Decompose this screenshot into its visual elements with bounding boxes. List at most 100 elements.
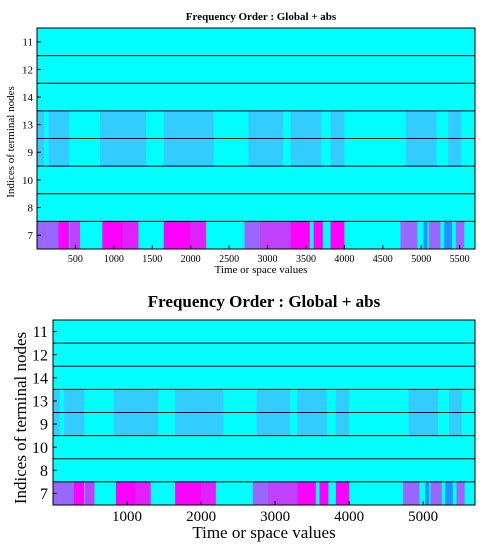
x-tick-label: 1000: [104, 254, 124, 265]
heatmap-cell: [244, 221, 260, 249]
heatmap-row-11: [37, 28, 475, 56]
heatmap-row-14: [37, 83, 475, 111]
y-tick-label: 13: [32, 394, 48, 411]
heatmap-cells: [37, 28, 475, 249]
x-tick-label: 5500: [450, 254, 470, 265]
heatmap-cell: [163, 221, 191, 249]
heatmap-row-8: [37, 193, 475, 222]
y-tick-label: 11: [33, 324, 48, 341]
heatmap-cell: [425, 481, 430, 505]
x-axis-label: Time or space values: [215, 264, 308, 276]
x-tick-label: 2000: [181, 254, 201, 265]
y-tick-label: 10: [32, 440, 48, 457]
x-tick-labels: 1000 2000 3000 4000 5000: [112, 501, 438, 525]
heatmap-cell: [290, 221, 310, 249]
heatmap-cell: [256, 412, 290, 436]
heatmap-cell: [175, 412, 224, 436]
x-tick-label: 500: [68, 254, 83, 265]
heatmap-cell: [115, 481, 136, 505]
x-tick-label: 4000: [334, 509, 364, 525]
x-tick-label: 3000: [260, 509, 290, 525]
heatmap-cell: [102, 221, 124, 249]
x-tick-label: 1000: [112, 509, 142, 525]
y-tick-label: 8: [28, 202, 34, 214]
heatmap-cell: [405, 138, 437, 167]
y-tick-label: 7: [28, 230, 34, 242]
heatmap-cell: [84, 481, 95, 505]
heatmap-chart-bottom: Frequency Order : Global + abs 11 12 14 13 9…: [11, 292, 476, 542]
heatmap-cell: [290, 138, 322, 167]
heatmap-row-11: [53, 320, 475, 344]
heatmap-cell: [448, 138, 462, 167]
heatmap-cell: [248, 138, 283, 167]
heatmap-cell: [70, 221, 81, 249]
y-tick-label: 10: [22, 175, 34, 187]
x-tick-labels: 500 1000 1500 2000 2500 3000 3500 4000 4500 5000 5…: [68, 245, 470, 265]
heatmap-row-14: [53, 366, 475, 390]
heatmap-cell: [175, 481, 202, 505]
row-dividers: [53, 342, 475, 483]
heatmap-cell: [73, 481, 85, 505]
heatmap-row-12: [53, 343, 475, 367]
heatmap-cell: [100, 138, 147, 167]
heatmap-cell: [444, 221, 452, 249]
heatmap-row-10: [37, 166, 475, 194]
y-tick-label: 14: [22, 92, 34, 104]
heatmap-cell: [48, 110, 70, 139]
heatmap-cell: [403, 481, 420, 505]
y-tick-label: 12: [22, 64, 33, 76]
heatmap-cell: [297, 481, 316, 505]
x-tick-label: 4500: [373, 254, 393, 265]
heatmap-row-12: [37, 55, 475, 84]
heatmap-cell: [330, 110, 345, 139]
y-tick-label: 13: [22, 120, 34, 132]
x-tick-label: 5000: [411, 254, 431, 265]
heatmap-cell: [330, 221, 345, 249]
heatmap-cell: [190, 221, 207, 249]
heatmap-cell: [405, 110, 437, 139]
heatmap-cell: [256, 389, 290, 413]
heatmap-cell: [408, 412, 438, 436]
y-tick-label: 9: [40, 417, 48, 434]
y-axis-label: Indices of terminal nodes: [11, 332, 30, 504]
heatmap-cell: [445, 481, 453, 505]
plot-frame: [36, 27, 476, 250]
heatmap-cell: [319, 481, 329, 505]
heatmap-cell: [330, 138, 345, 167]
heatmap-cell: [64, 389, 85, 413]
heatmap-cell: [48, 138, 70, 167]
y-tick-label: 12: [32, 347, 48, 364]
x-axis-label: Time or space values: [192, 523, 335, 542]
chart-title: Frequency Order : Global + abs: [148, 292, 381, 311]
heatmap-cell: [53, 481, 74, 505]
heatmap-cell: [423, 221, 428, 249]
heatmap-cell: [428, 221, 441, 249]
y-tick-label: 8: [40, 463, 48, 480]
heatmap-cell: [448, 110, 462, 139]
heatmap-cell: [100, 110, 147, 139]
heatmap-cell: [297, 389, 327, 413]
heatmap-cell: [335, 389, 350, 413]
heatmap-cell: [430, 481, 442, 505]
x-tick-label: 1500: [142, 254, 162, 265]
y-tick-label: 14: [32, 370, 48, 387]
y-axis-label: Indices of terminal nodes: [5, 86, 17, 198]
y-tick-label: 7: [40, 486, 48, 503]
heatmap-cell: [267, 481, 298, 505]
heatmap-cell: [335, 481, 350, 505]
y-tick-label: 9: [28, 147, 34, 159]
heatmap-cell: [290, 110, 322, 139]
heatmap-cell: [252, 481, 268, 505]
y-tick-labels: 11 12 14 13 9 10 8 7: [32, 324, 57, 503]
heatmap-cell: [400, 221, 418, 249]
heatmap-cell: [123, 221, 139, 249]
heatmap-cell: [455, 221, 465, 249]
x-tick-label: 2500: [219, 254, 239, 265]
heatmap-cell: [408, 389, 438, 413]
heatmap-cell: [135, 481, 151, 505]
heatmap-cell: [113, 389, 159, 413]
x-tick-label: 5000: [408, 509, 438, 525]
heatmap-cell: [313, 221, 323, 249]
heatmap-cell: [163, 110, 214, 139]
